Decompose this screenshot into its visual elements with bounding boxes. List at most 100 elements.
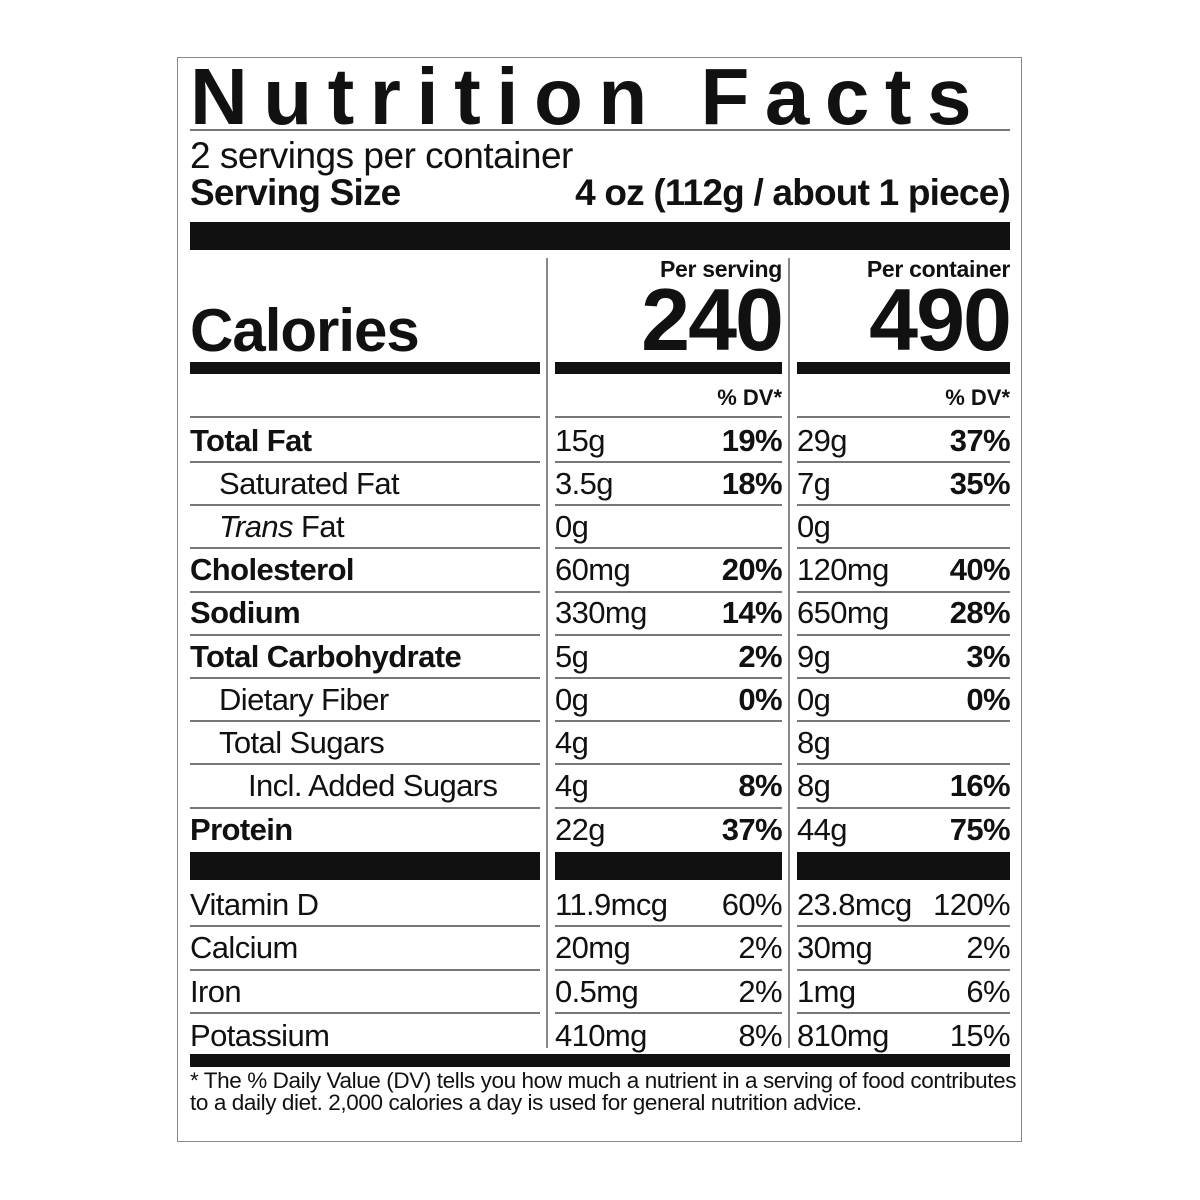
calories-per-serving: 240	[641, 270, 784, 369]
thick-bar-mid	[190, 852, 540, 880]
serving-dv: 18%	[721, 465, 783, 501]
nutrient-label-cell: Potassium	[190, 1015, 540, 1058]
nutrient-name-text: Cholesterol	[190, 552, 355, 588]
serving-dv: 8%	[738, 768, 782, 804]
serving-amount: 4g	[555, 724, 589, 760]
nutrient-label-cell: Calcium	[190, 928, 540, 971]
serving-cell: 22g 37%	[555, 809, 783, 852]
nutrient-name: Trans Fat	[219, 508, 345, 545]
nutrient-name: Vitamin D	[190, 886, 319, 923]
nutrient-name: Total Sugars	[219, 724, 385, 761]
serving-cell: 60mg 20%	[555, 550, 783, 593]
nutrient-label-cell: Trans Fat	[190, 506, 540, 550]
serving-dv: 0%	[738, 681, 782, 717]
nutrient-name-text: Protein	[190, 812, 293, 848]
nutrient-label-cell: Total Carbohydrate	[190, 636, 540, 679]
serving-amount: 20mg	[555, 930, 631, 965]
serving-cell: 11.9mcg 60%	[555, 884, 783, 927]
container-dv: 75%	[949, 812, 1011, 848]
container-cell: 23.8mcg 120%	[797, 884, 1011, 927]
serving-amount: 4g	[555, 768, 589, 804]
serving-cell: 0.5mg 2%	[555, 971, 783, 1014]
serving-dv: 37%	[721, 812, 783, 848]
container-amount: 120mg	[797, 552, 889, 588]
container-amount: 1mg	[797, 973, 856, 1009]
container-cell: 0g	[797, 506, 1010, 550]
container-cell: 120mg 40%	[797, 550, 1011, 593]
nutrient-name: Incl. Added Sugars	[248, 768, 498, 804]
thick-bar-mid	[797, 852, 1010, 880]
container-amount: 29g	[797, 422, 848, 458]
calories-per-container: 490	[869, 270, 1012, 369]
serving-amount: 11.9mcg	[555, 886, 668, 922]
row-rule	[797, 416, 1010, 418]
dv-header: % DV*	[945, 385, 1010, 410]
nutrient-name-text: Incl. Added Sugars	[248, 768, 498, 804]
serving-cell: 0g	[555, 506, 782, 550]
thick-bar-top	[190, 222, 1010, 250]
container-amount: 30mg	[797, 930, 873, 965]
serving-dv: 2%	[738, 638, 782, 674]
nutrient-name-text: Total Fat	[190, 422, 312, 458]
serving-amount: 3.5g	[555, 465, 614, 501]
nutrient-name-italic: Trans	[219, 508, 294, 544]
label-title: Nutrition Facts	[190, 52, 987, 141]
container-cell: 810mg 15%	[797, 1015, 1011, 1058]
container-cell: 1mg 6%	[797, 971, 1011, 1014]
container-amount: 9g	[797, 638, 831, 674]
container-amount: 23.8mcg	[797, 886, 912, 922]
nutrient-label-cell: Dietary Fiber	[190, 679, 540, 723]
nutrient-name: Iron	[190, 973, 242, 1010]
container-dv: 120%	[933, 886, 1010, 922]
nutrient-name: Total Fat	[190, 422, 312, 459]
serving-cell: 15g 19%	[555, 420, 783, 463]
column-divider	[546, 258, 548, 1048]
nutrient-name-text: Iron	[190, 973, 242, 1009]
per-serving-header: Per serving	[660, 256, 782, 282]
container-cell: 9g 3%	[797, 636, 1011, 679]
nutrient-name-text: Vitamin D	[190, 886, 319, 922]
nutrient-name: Sodium	[190, 595, 301, 631]
container-amount: 0g	[797, 508, 831, 544]
serving-dv: 2%	[738, 930, 782, 965]
serving-cell: 0g 0%	[555, 679, 783, 723]
per-container-header: Per container	[866, 256, 1010, 282]
container-dv: 35%	[949, 465, 1011, 501]
serving-cell: 4g	[555, 722, 782, 766]
nutrient-label-cell: Iron	[190, 971, 540, 1014]
serving-dv: 14%	[721, 595, 783, 631]
calories-bar	[190, 362, 540, 374]
serving-dv: 60%	[721, 886, 783, 922]
row-rule	[555, 416, 782, 418]
calories-bar	[797, 362, 1010, 374]
container-dv: 3%	[966, 638, 1010, 674]
container-cell: 7g 35%	[797, 463, 1011, 507]
nutrient-name: Cholesterol	[190, 552, 355, 588]
serving-cell: 330mg 14%	[555, 593, 783, 636]
servings-per-container: 2 servings per container	[190, 135, 573, 176]
nutrient-label-cell: Sodium	[190, 593, 540, 636]
container-amount: 8g	[797, 768, 831, 804]
nutrient-name: Total Carbohydrate	[190, 638, 462, 675]
thick-bar-mid	[555, 852, 782, 880]
title-rule	[190, 129, 1010, 131]
nutrient-name-text: Saturated Fat	[219, 465, 400, 501]
container-cell: 8g 16%	[797, 766, 1011, 809]
container-dv: 40%	[949, 552, 1011, 588]
serving-size-value: 4 oz (112g / about 1 piece)	[575, 172, 1011, 213]
nutrient-name-text: Total Carbohydrate	[190, 638, 462, 674]
nutrient-name: Saturated Fat	[219, 465, 400, 502]
column-divider	[788, 258, 790, 1048]
calories-bar	[555, 362, 782, 374]
serving-cell: 4g 8%	[555, 766, 783, 809]
nutrient-name-text: Fat	[292, 508, 345, 544]
serving-amount: 410mg	[555, 1018, 647, 1053]
nutrient-name-text: Total Sugars	[219, 724, 385, 760]
serving-amount: 330mg	[555, 595, 647, 631]
container-dv: 28%	[949, 595, 1011, 631]
serving-dv: 8%	[738, 1018, 782, 1053]
serving-cell: 5g 2%	[555, 636, 783, 679]
serving-dv: 2%	[738, 973, 782, 1009]
serving-amount: 5g	[555, 638, 589, 674]
nutrient-name-text: Calcium	[190, 930, 298, 965]
